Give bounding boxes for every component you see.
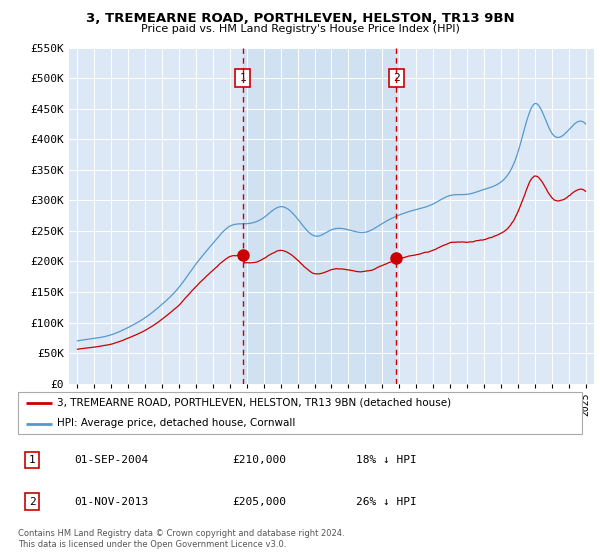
Text: 1: 1	[29, 455, 35, 465]
Text: 1: 1	[239, 73, 246, 83]
Text: 2: 2	[393, 73, 400, 83]
Text: 3, TREMEARNE ROAD, PORTHLEVEN, HELSTON, TR13 9BN: 3, TREMEARNE ROAD, PORTHLEVEN, HELSTON, …	[86, 12, 514, 25]
Text: 01-SEP-2004: 01-SEP-2004	[74, 455, 149, 465]
Text: £210,000: £210,000	[232, 455, 286, 465]
Text: 2: 2	[29, 497, 35, 507]
Text: £205,000: £205,000	[232, 497, 286, 507]
Text: Price paid vs. HM Land Registry's House Price Index (HPI): Price paid vs. HM Land Registry's House …	[140, 24, 460, 34]
Bar	[242, 48, 397, 384]
FancyBboxPatch shape	[18, 392, 582, 434]
Text: 18% ↓ HPI: 18% ↓ HPI	[356, 455, 417, 465]
Text: 3, TREMEARNE ROAD, PORTHLEVEN, HELSTON, TR13 9BN (detached house): 3, TREMEARNE ROAD, PORTHLEVEN, HELSTON, …	[58, 398, 452, 408]
Text: 26% ↓ HPI: 26% ↓ HPI	[356, 497, 417, 507]
Text: HPI: Average price, detached house, Cornwall: HPI: Average price, detached house, Corn…	[58, 418, 296, 428]
Text: 01-NOV-2013: 01-NOV-2013	[74, 497, 149, 507]
Text: Contains HM Land Registry data © Crown copyright and database right 2024.
This d: Contains HM Land Registry data © Crown c…	[18, 529, 344, 549]
